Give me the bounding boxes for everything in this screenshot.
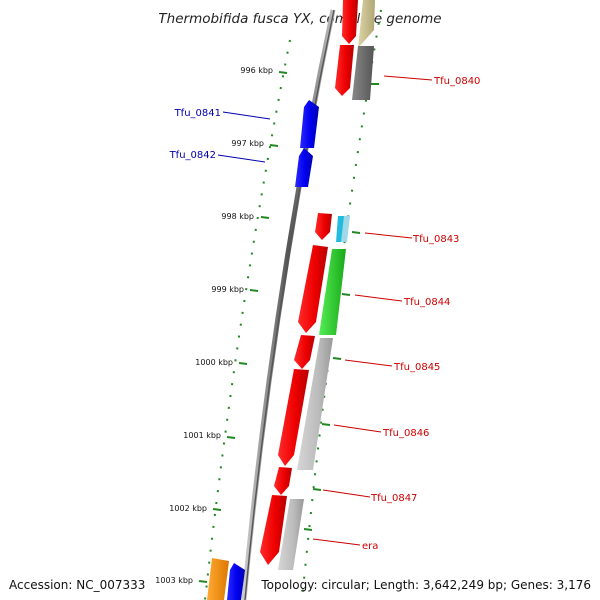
orf-green-tfu0844[interactable] <box>319 249 346 335</box>
map-title: Thermobifida fusca YX, complete genome <box>158 11 441 27</box>
gene-label-tfu0843[interactable]: Tfu_0843 <box>412 234 459 245</box>
orf-tan-top[interactable] <box>358 0 375 48</box>
major-ticks <box>198 71 288 583</box>
leader-tfu0843 <box>364 232 413 239</box>
gene-label-tfu0846[interactable]: Tfu_0846 <box>382 428 429 439</box>
outer-ring-ticks <box>303 83 379 531</box>
orf-dark-tfu0840[interactable] <box>352 46 374 100</box>
orf-cyan-light[interactable] <box>341 216 350 242</box>
gene-tfu0843[interactable] <box>315 213 332 240</box>
tick-label-996: 996 kbp <box>240 66 273 75</box>
orf-gray-tfu0846[interactable] <box>297 338 333 470</box>
tick-996 <box>278 71 288 74</box>
tick-998 <box>260 216 270 219</box>
orf-gray-era[interactable] <box>278 499 304 570</box>
gene-label-tfu0844[interactable]: Tfu_0844 <box>403 297 450 308</box>
gene-red-top[interactable] <box>342 0 358 44</box>
gene-label-tfu0845[interactable]: Tfu_0845 <box>393 362 440 373</box>
gene-label-tfu0847[interactable]: Tfu_0847 <box>370 493 417 504</box>
tick-label-1001: 1001 kbp <box>183 431 221 440</box>
tick-1001 <box>226 436 236 439</box>
tick-label-999: 999 kbp <box>211 285 244 294</box>
tick-1003 <box>198 580 208 583</box>
gene-label-tfu0842[interactable]: Tfu_0842 <box>169 150 216 161</box>
leader-era <box>312 538 361 546</box>
gene-labels: Tfu_0840 Tfu_0841 Tfu_0842 Tfu_0843 Tfu_… <box>169 76 481 552</box>
topology-text: Topology: circular; Length: 3,642,249 bp… <box>261 578 591 592</box>
leader-tfu0846 <box>333 424 382 433</box>
gene-tfu0842[interactable] <box>295 148 313 187</box>
gene-label-tfu0841[interactable]: Tfu_0841 <box>174 108 221 119</box>
orf-ring <box>207 0 375 600</box>
accession-text: Accession: NC_007333 <box>9 578 146 592</box>
tick-label-998: 998 kbp <box>221 212 254 221</box>
gene-era[interactable] <box>260 495 287 565</box>
tick-label-1003: 1003 kbp <box>155 576 193 585</box>
gene-label-tfu0840[interactable]: Tfu_0840 <box>433 76 480 87</box>
leader-tfu0847 <box>322 489 371 498</box>
genome-backbone <box>241 9 336 600</box>
gene-tfu0844[interactable] <box>298 245 328 333</box>
tick-labels: 996 kbp 997 kbp 998 kbp 999 kbp 1000 kbp… <box>155 66 273 585</box>
tick-label-997: 997 kbp <box>231 139 264 148</box>
gene-tfu0841[interactable] <box>300 100 319 148</box>
leader-tfu0845 <box>344 359 393 367</box>
orf-orange[interactable] <box>207 558 229 600</box>
leader-tfu0841 <box>222 111 271 120</box>
gene-tfu0845[interactable] <box>294 335 315 369</box>
genome-backbone-center <box>244 9 335 600</box>
leader-tfu0842 <box>217 154 266 163</box>
tick-label-1000: 1000 kbp <box>195 358 233 367</box>
tick-1000 <box>238 362 248 365</box>
leader-tfu0844 <box>354 294 403 302</box>
tick-999 <box>249 289 259 292</box>
gene-tfu0840[interactable] <box>335 45 354 96</box>
tick-label-1002: 1002 kbp <box>169 504 207 513</box>
leader-tfu0840 <box>383 75 433 81</box>
gene-tfu0847[interactable] <box>274 467 292 495</box>
cds-ring <box>227 0 358 600</box>
label-leaders <box>217 75 433 546</box>
gene-tfu0846[interactable] <box>278 369 309 466</box>
tick-1002 <box>212 508 222 511</box>
gene-label-era[interactable]: era <box>362 541 378 552</box>
tick-997 <box>269 144 279 147</box>
gene-blue-bottom[interactable] <box>227 563 245 600</box>
